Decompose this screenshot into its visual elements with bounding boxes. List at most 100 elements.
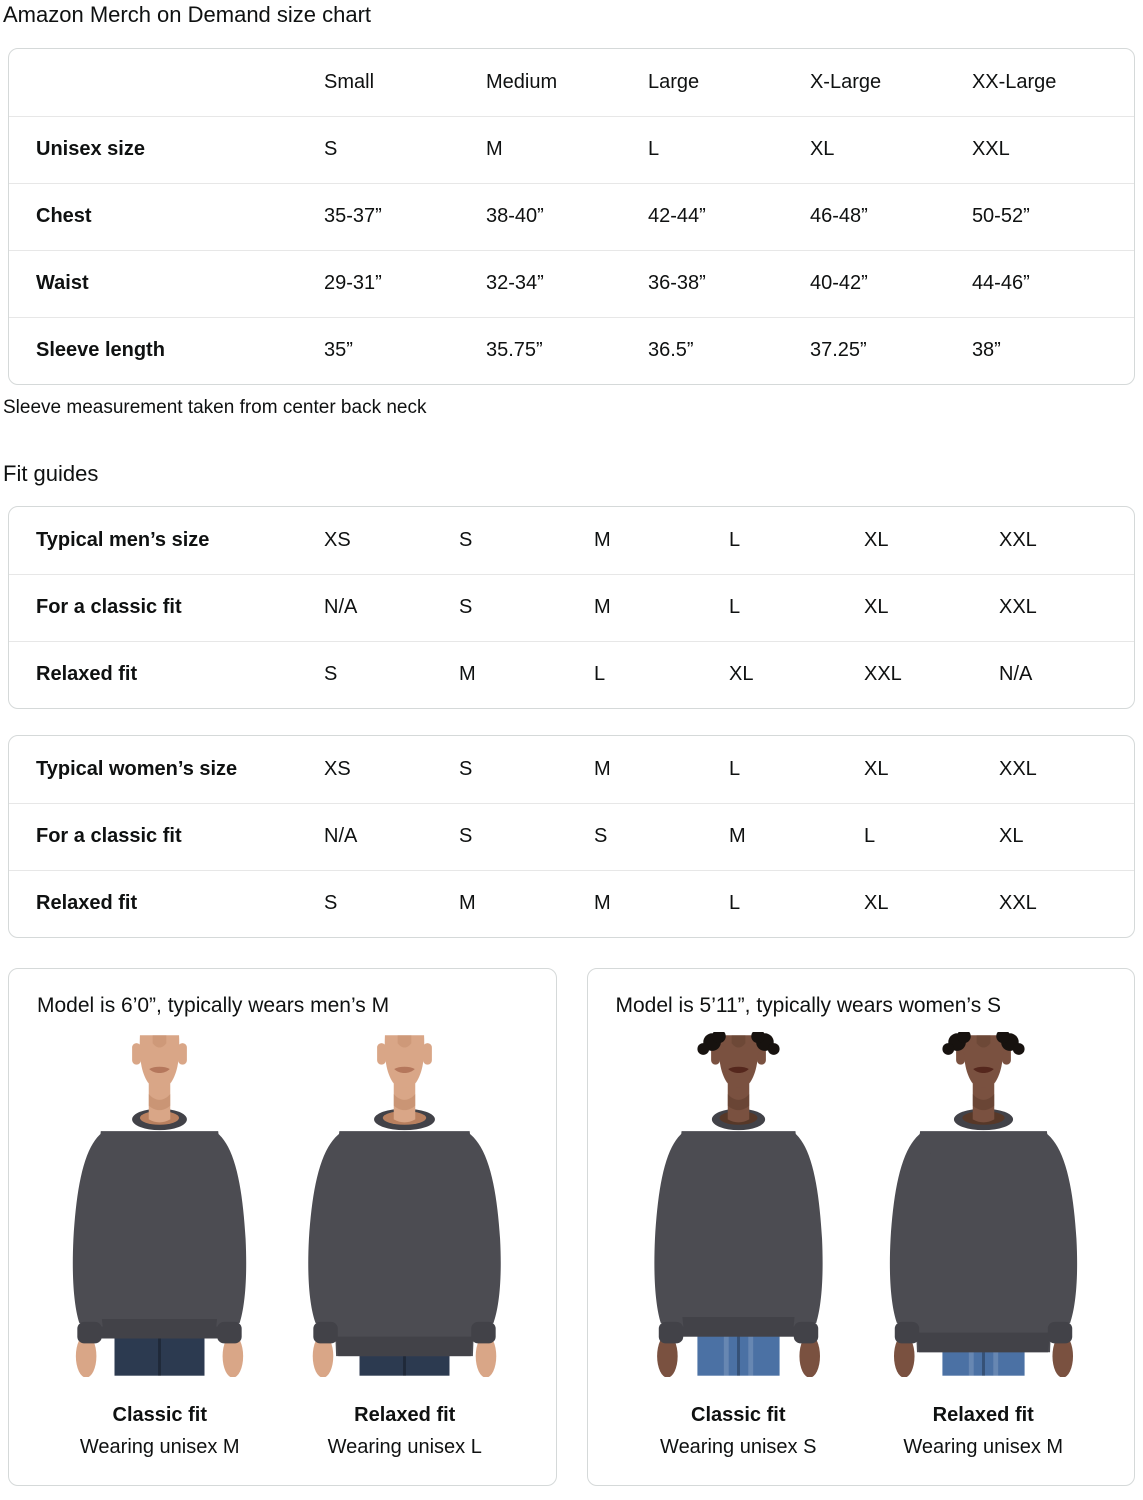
table-cell: XL [864,528,889,551]
table-cell: L [729,757,741,780]
table-cell: XL [864,757,889,780]
size-table-header-row: Small Medium Large X-Large XX-Large [9,49,1134,116]
table-cell: S [324,640,459,708]
table-row-typical-womens-size: Typical women’s size XS S M L XL XXL [9,736,1134,803]
table-cell: XL [999,802,1134,870]
sleeve-measurement-note: Sleeve measurement taken from center bac… [3,397,427,418]
row-label: For a classic fit [9,573,324,641]
table-cell: 38-40” [485,182,648,250]
table-row-womens-relaxed-fit: Relaxed fit S M M L XL XXL [9,869,1134,937]
table-cell: M [594,757,611,780]
fit-caption: Classic fit [112,1404,207,1426]
table-cell: 38” [971,316,1134,384]
column-header-xxlarge: XX-Large [971,70,1057,93]
table-cell: M [594,528,611,551]
mens-fit-guide-panel: Typical men’s size XS S M L XL XXL For a… [8,506,1135,709]
row-label: Relaxed fit [9,869,324,937]
table-cell: S [459,528,473,551]
fit-model-cards: Model is 6’0”, typically wears men’s M C… [8,968,1135,1486]
table-cell: S [324,115,486,183]
row-label: For a classic fit [9,802,324,870]
figure-col-woman-relaxed: Relaxed fit Wearing unisex M [870,1029,1096,1459]
table-cell: XXL [999,869,1134,937]
table-row-unisex-size: Unisex size S M L XL XXL [9,115,1134,183]
table-row-mens-classic-fit: For a classic fit N/A S M L XL XXL [9,573,1134,641]
table-cell: 32-34” [485,249,648,317]
row-label: Typical women’s size [36,757,238,780]
table-cell: XXL [971,115,1134,183]
table-row-sleeve-length: Sleeve length 35” 35.75” 36.5” 37.25” 38… [9,316,1134,384]
table-cell: 50-52” [971,182,1134,250]
table-cell: 44-46” [971,249,1134,317]
size-table: Small Medium Large X-Large XX-Large Unis… [9,49,1134,384]
fit-caption: Classic fit [691,1404,786,1426]
table-cell: N/A [324,573,459,641]
table-row-chest: Chest 35-37” 38-40” 42-44” 46-48” 50-52” [9,182,1134,250]
model-photo-woman-classic-fit [625,1029,851,1378]
page-title: Amazon Merch on Demand size chart [3,2,372,27]
table-cell: M [594,573,729,641]
row-label: Unisex size [9,115,324,183]
table-cell: L [647,115,810,183]
table-cell: L [864,802,999,870]
table-cell: XS [324,528,351,551]
table-cell: XL [864,869,999,937]
table-row-mens-relaxed-fit: Relaxed fit S M L XL XXL N/A [9,640,1134,708]
table-cell: 46-48” [809,182,972,250]
table-cell: 35.75” [485,316,648,384]
row-label: Sleeve length [9,316,324,384]
model-photo-man-classic-fit [47,1032,273,1378]
table-cell: XXL [864,640,999,708]
row-label: Relaxed fit [9,640,324,708]
figure-col-woman-classic: Classic fit Wearing unisex S [625,1029,851,1459]
model-photo-man-relaxed-fit [292,1032,518,1378]
table-cell: M [594,869,729,937]
fit-caption: Relaxed fit [932,1404,1034,1426]
womens-model-card: Model is 5’11”, typically wears women’s … [586,968,1135,1486]
table-cell: XXL [999,573,1134,641]
table-cell: S [459,802,594,870]
table-cell: XS [324,757,351,780]
mens-fit-table: Typical men’s size XS S M L XL XXL For a… [9,507,1134,708]
size-chart-panel: Small Medium Large X-Large XX-Large Unis… [8,48,1135,385]
figure-col-man-relaxed: Relaxed fit Wearing unisex L [292,1032,518,1459]
column-header-small: Small [324,70,375,93]
womens-fit-table: Typical women’s size XS S M L XL XXL For… [9,736,1134,937]
table-cell: L [729,869,864,937]
size-table-corner-cell [9,49,324,116]
table-cell: 42-44” [647,182,810,250]
table-cell: 36.5” [647,316,810,384]
table-cell: M [729,802,864,870]
table-cell: XXL [999,757,1037,780]
table-cell: L [729,528,741,551]
wearing-caption: Wearing unisex L [327,1436,482,1458]
table-cell: N/A [999,640,1134,708]
table-row-typical-mens-size: Typical men’s size XS S M L XL XXL [9,507,1134,574]
column-header-xlarge: X-Large [809,70,882,93]
model-photo-woman-relaxed-fit [870,1029,1096,1378]
table-cell: 40-42” [809,249,972,317]
row-label: Waist [9,249,324,317]
table-cell: L [729,573,864,641]
wearing-caption: Wearing unisex M [903,1436,1064,1458]
wearing-caption: Wearing unisex M [79,1436,240,1458]
table-cell: N/A [324,802,459,870]
table-row-waist: Waist 29-31” 32-34” 36-38” 40-42” 44-46” [9,249,1134,317]
wearing-caption: Wearing unisex S [660,1436,817,1458]
table-cell: M [459,640,594,708]
table-cell: L [594,640,729,708]
column-header-medium: Medium [485,70,558,93]
womens-model-heading: Model is 5’11”, typically wears women’s … [615,994,1002,1017]
table-cell: 35-37” [324,182,486,250]
mens-model-card: Model is 6’0”, typically wears men’s M C… [8,968,557,1486]
table-cell: S [459,573,594,641]
row-label: Typical men’s size [36,528,210,551]
table-cell: M [459,869,594,937]
table-cell: M [485,115,648,183]
table-cell: XXL [999,528,1037,551]
mens-model-heading: Model is 6’0”, typically wears men’s M [37,994,390,1017]
table-cell: 35” [324,316,486,384]
row-label: Chest [9,182,324,250]
table-cell: S [594,802,729,870]
